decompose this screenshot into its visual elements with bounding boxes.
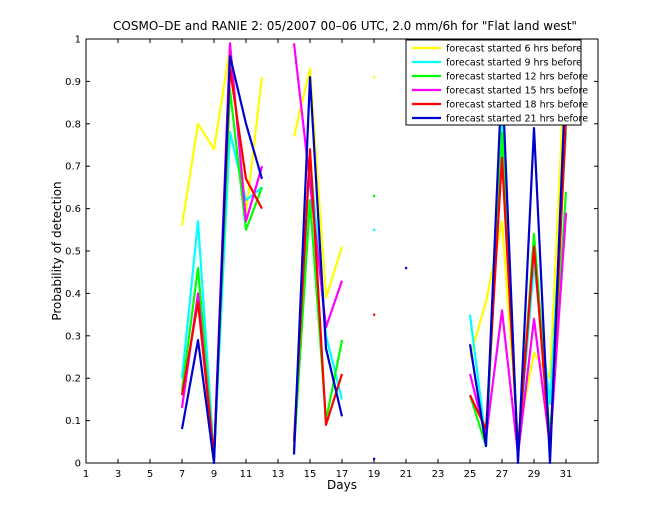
series-point [405,266,408,270]
x-tick-label: 15 [304,469,317,480]
x-tick-label: 19 [368,469,381,480]
x-tick-label: 29 [528,469,541,480]
y-tick-label: 0.2 [65,374,81,385]
x-tick-label: 17 [336,469,349,480]
legend-label: forecast started 18 hrs before [446,100,588,111]
y-axis: 0 0.1 0.2 0.3 0.4 0.5 0.6 0.7 0.8 0.9 1 [65,35,598,470]
legend-label: forecast started 12 hrs before [446,72,588,83]
series-point [373,194,376,198]
series-line [180,46,264,226]
y-tick-label: 0.8 [65,119,81,130]
y-tick-label: 0.9 [65,77,81,88]
series-layer [180,42,568,465]
x-tick-label: 21 [400,469,413,480]
x-tick-label: 13 [272,469,285,480]
series-6 [180,54,568,465]
legend-box [405,39,582,126]
legend-label: forecast started 21 hrs before [446,114,588,125]
x-tick-label: 27 [496,469,509,480]
x-tick-label: 7 [179,469,185,480]
x-tick-label: 9 [211,469,217,480]
y-tick-label: 0.4 [65,289,81,300]
y-tick-label: 0.7 [65,162,81,173]
x-tick-label: 3 [115,469,121,480]
series-point [373,228,376,231]
series-line [292,67,344,299]
y-tick-label: 0.1 [65,416,81,427]
x-tick-label: 25 [464,469,477,480]
y-tick-label: 0.6 [65,204,81,215]
chart-title: COSMO–DE and RANIE 2: 05/2007 00–06 UTC,… [113,19,577,33]
x-tick-label: 31 [560,469,573,480]
y-tick-label: 0.3 [65,331,81,342]
x-tick-label: 23 [432,469,445,480]
series-line [292,76,344,455]
x-tick-label: 1 [83,469,89,480]
legend: forecast started 6 hrs before forecast st… [405,39,588,126]
y-axis-label: Probability of detection [50,181,64,320]
legend-label: forecast started 15 hrs before [446,86,588,97]
series-point [373,313,376,316]
legend-label: forecast started 9 hrs before [446,58,582,69]
series-line [468,68,568,465]
y-tick-label: 0.5 [65,247,81,258]
x-tick-label: 5 [147,469,153,480]
series-line [180,54,264,465]
x-axis-label: Days [327,478,357,492]
series-point [373,76,376,79]
x-tick-label: 11 [240,469,253,480]
y-tick-label: 0 [75,459,81,470]
series-line [292,148,344,442]
x-axis: 1 3 5 7 9 11 13 15 17 19 21 23 25 27 29 31 [83,39,573,480]
series-line [292,43,344,329]
legend-label: forecast started 6 hrs before [446,44,582,55]
y-tick-label: 1 [75,35,81,46]
series-point [373,457,376,460]
